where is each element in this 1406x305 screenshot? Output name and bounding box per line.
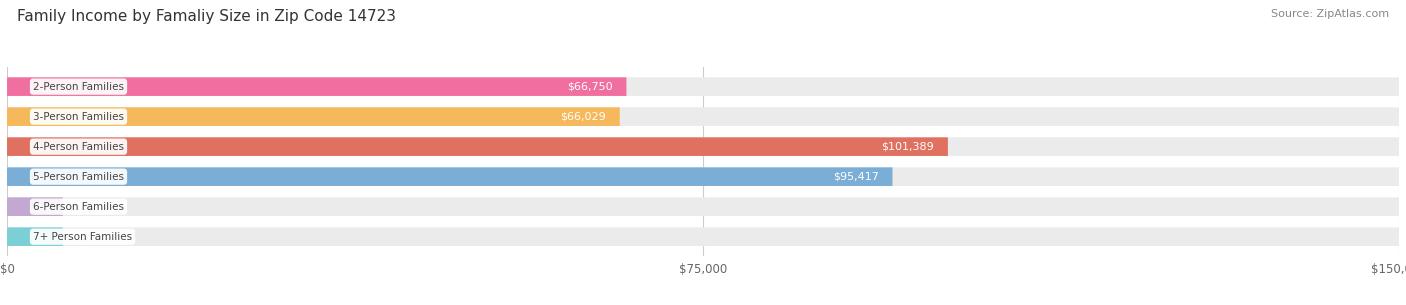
FancyBboxPatch shape bbox=[7, 167, 1399, 186]
Text: 3-Person Families: 3-Person Families bbox=[32, 112, 124, 122]
Text: $66,750: $66,750 bbox=[567, 82, 613, 92]
Text: $0: $0 bbox=[82, 232, 96, 242]
Text: 6-Person Families: 6-Person Families bbox=[32, 202, 124, 212]
FancyBboxPatch shape bbox=[7, 197, 1399, 216]
FancyBboxPatch shape bbox=[7, 137, 1399, 156]
FancyBboxPatch shape bbox=[7, 77, 627, 96]
Text: Source: ZipAtlas.com: Source: ZipAtlas.com bbox=[1271, 9, 1389, 19]
Text: 2-Person Families: 2-Person Families bbox=[32, 82, 124, 92]
FancyBboxPatch shape bbox=[7, 228, 63, 246]
FancyBboxPatch shape bbox=[7, 107, 620, 126]
FancyBboxPatch shape bbox=[7, 228, 1399, 246]
FancyBboxPatch shape bbox=[7, 197, 63, 216]
FancyBboxPatch shape bbox=[7, 137, 948, 156]
FancyBboxPatch shape bbox=[7, 77, 1399, 96]
Text: $66,029: $66,029 bbox=[560, 112, 606, 122]
FancyBboxPatch shape bbox=[7, 167, 893, 186]
Text: 4-Person Families: 4-Person Families bbox=[32, 142, 124, 152]
Text: 7+ Person Families: 7+ Person Families bbox=[32, 232, 132, 242]
FancyBboxPatch shape bbox=[7, 107, 1399, 126]
Text: $0: $0 bbox=[82, 202, 96, 212]
Text: Family Income by Famaliy Size in Zip Code 14723: Family Income by Famaliy Size in Zip Cod… bbox=[17, 9, 396, 24]
Text: 5-Person Families: 5-Person Families bbox=[32, 172, 124, 182]
Text: $101,389: $101,389 bbox=[882, 142, 934, 152]
Text: $95,417: $95,417 bbox=[832, 172, 879, 182]
